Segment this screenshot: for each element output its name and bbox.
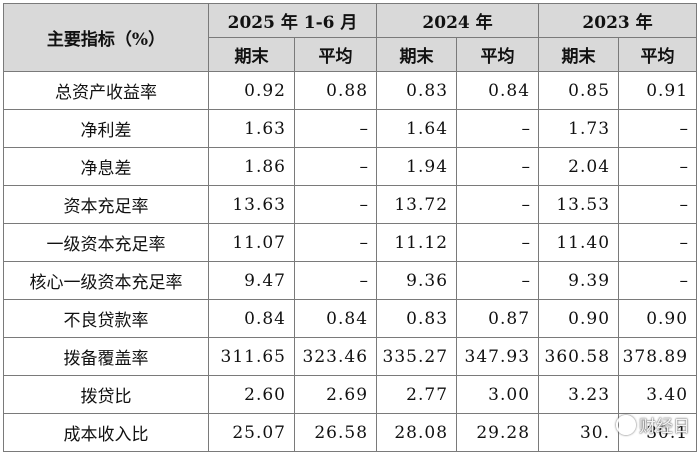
cell-2024-end: 1.64 xyxy=(376,109,458,148)
cell-2025h1-end: 1.86 xyxy=(208,147,295,186)
watermark-text: 财经日 xyxy=(639,417,690,437)
row-label: 净息差 xyxy=(3,147,209,186)
cell-2025h1-end: 311.65 xyxy=(208,337,295,376)
table-row: 总资产收益率 0.92 0.88 0.83 0.84 0.85 0.91 xyxy=(3,71,698,110)
cell-2024-avg: – xyxy=(456,185,540,224)
cell-2025h1-end: 13.63 xyxy=(208,185,295,224)
cell-2023-avg: – xyxy=(618,223,698,262)
row-label: 一级资本充足率 xyxy=(3,223,209,262)
table-row: 净利差 1.63–1.64–1.73– xyxy=(3,109,698,148)
subheader-end: 期末 xyxy=(538,37,620,72)
cell-2025h1-avg: – xyxy=(293,223,378,262)
period-header-2023: 2023 年 xyxy=(538,3,698,38)
cell-2024-avg: – xyxy=(456,261,540,300)
table-row: 拨备覆盖率 311.65 323.46 335.27 347.93 360.58 378.8… xyxy=(3,337,698,376)
cell-2024-end: 11.12 xyxy=(376,223,458,262)
cell-2023-end: 9.39 xyxy=(538,261,620,300)
subheader-avg: 平均 xyxy=(618,37,698,72)
row-label: 不良贷款率 xyxy=(3,299,209,338)
period-header-2025h1: 2025 年 1-6 月 xyxy=(207,3,378,38)
cell-2024-end: 0.83 xyxy=(376,299,458,338)
cell-2024-end: 13.72 xyxy=(376,185,458,224)
cell-2023-avg: – xyxy=(618,185,698,224)
table-row: 核心一级资本充足率 9.47–9.36–9.39– xyxy=(3,261,698,300)
table-row: 资本充足率 13.63–13.72–13.53– xyxy=(3,185,698,224)
cell-2024-avg: 0.87 xyxy=(456,299,540,338)
cell-2023-end: 11.40 xyxy=(538,223,620,262)
cell-2023-end: 0.90 xyxy=(538,299,620,338)
cell-2023-avg: 0.91 xyxy=(618,71,698,110)
cell-2025h1-end: 0.92 xyxy=(208,71,295,110)
cell-2024-end: 335.27 xyxy=(376,337,458,376)
cell-2025h1-end: 25.07 xyxy=(208,413,295,452)
cell-2025h1-end: 9.47 xyxy=(208,261,295,300)
cell-2024-avg: – xyxy=(456,109,540,148)
row-label: 拨备覆盖率 xyxy=(3,337,209,376)
cell-2025h1-end: 1.63 xyxy=(208,109,295,148)
cell-2023-end: 3.23 xyxy=(538,375,620,414)
cell-2025h1-avg: 0.84 xyxy=(293,299,378,338)
cell-2024-end: 2.77 xyxy=(376,375,458,414)
cell-2025h1-avg: – xyxy=(293,109,378,148)
row-label: 成本收入比 xyxy=(3,413,209,452)
cell-2023-avg: – xyxy=(618,147,698,186)
cell-2025h1-avg: – xyxy=(293,185,378,224)
cell-2023-end: 360.58 xyxy=(538,337,620,376)
row-label: 核心一级资本充足率 xyxy=(3,261,209,300)
row-label: 净利差 xyxy=(3,109,209,148)
cell-2025h1-end: 0.84 xyxy=(208,299,295,338)
period-header-2024: 2024 年 xyxy=(376,3,540,38)
cell-2025h1-avg: 2.69 xyxy=(293,375,378,414)
table-row: 拨贷比 2.60 2.69 2.77 3.00 3.23 3.40 xyxy=(3,375,698,414)
cell-2023-avg: – xyxy=(618,109,698,148)
table-body: 总资产收益率 0.92 0.88 0.83 0.84 0.85 0.91 净利差 1.63–1.… xyxy=(3,71,698,452)
cell-2025h1-avg: 26.58 xyxy=(293,413,378,452)
cell-2023-avg: 3.40 xyxy=(618,375,698,414)
cell-2023-avg: 378.89 xyxy=(618,337,698,376)
subheader-end: 期末 xyxy=(208,37,295,72)
subheader-avg: 平均 xyxy=(456,37,540,72)
cell-2024-end: 0.83 xyxy=(376,71,458,110)
cell-2023-end: 13.53 xyxy=(538,185,620,224)
cell-2024-avg: 0.84 xyxy=(456,71,540,110)
cell-2024-end: 28.08 xyxy=(376,413,458,452)
cell-2023-avg: 0.90 xyxy=(618,299,698,338)
table-row: 成本收入比 25.07 26.58 28.08 29.28 30. 30.1 xyxy=(3,413,698,452)
cell-2025h1-end: 11.07 xyxy=(208,223,295,262)
table-row: 一级资本充足率 11.07–11.12–11.40– xyxy=(3,223,698,262)
cell-2024-avg: – xyxy=(456,147,540,186)
cell-2025h1-avg: 323.46 xyxy=(293,337,378,376)
indicator-table: 主要指标（%） 2025 年 1-6 月 2024 年 2023 年 期末 平均… xyxy=(3,3,698,452)
cell-2025h1-end: 2.60 xyxy=(208,375,295,414)
cell-2023-end: 1.73 xyxy=(538,109,620,148)
row-label: 总资产收益率 xyxy=(3,71,209,110)
cell-2024-end: 1.94 xyxy=(376,147,458,186)
cell-2023-end: 2.04 xyxy=(538,147,620,186)
cell-2023-end: 0.85 xyxy=(538,71,620,110)
table-row: 不良贷款率 0.84 0.84 0.83 0.87 0.90 0.90 xyxy=(3,299,698,338)
subheader-end: 期末 xyxy=(376,37,458,72)
cell-2023-end: 30. xyxy=(538,413,620,452)
subheader-avg: 平均 xyxy=(293,37,378,72)
metric-column-header: 主要指标（%） xyxy=(3,3,209,72)
row-label: 资本充足率 xyxy=(3,185,209,224)
table-row: 净息差 1.86–1.94–2.04– xyxy=(3,147,698,186)
cell-2025h1-avg: – xyxy=(293,147,378,186)
cell-2024-avg: 347.93 xyxy=(456,337,540,376)
watermark: 财经日 xyxy=(616,412,690,437)
cell-2023-avg: – xyxy=(618,261,698,300)
cell-2024-avg: 3.00 xyxy=(456,375,540,414)
cell-2025h1-avg: – xyxy=(293,261,378,300)
row-label: 拨贷比 xyxy=(3,375,209,414)
cell-2025h1-avg: 0.88 xyxy=(293,71,378,110)
cell-2024-avg: 29.28 xyxy=(456,413,540,452)
cell-2024-end: 9.36 xyxy=(376,261,458,300)
cell-2024-avg: – xyxy=(456,223,540,262)
watermark-logo-icon xyxy=(616,415,636,435)
